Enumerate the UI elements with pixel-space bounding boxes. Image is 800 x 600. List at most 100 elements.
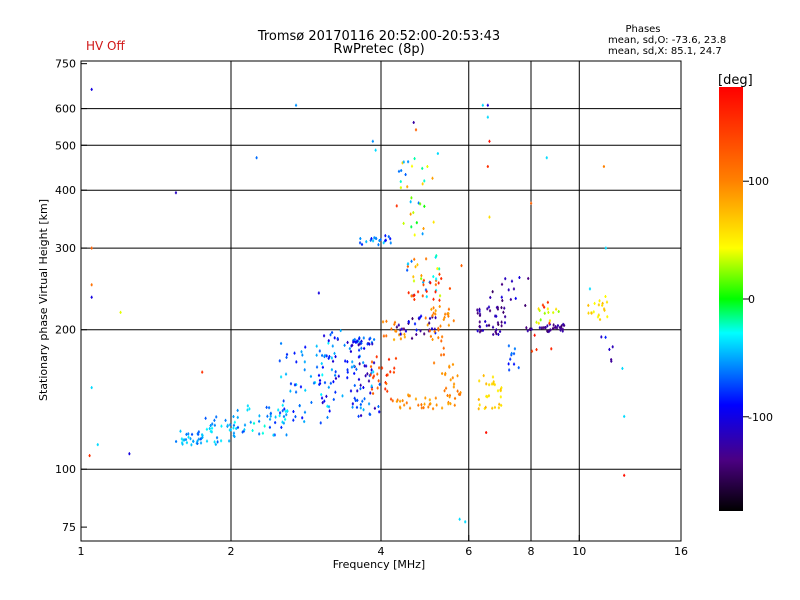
- data-point: [320, 362, 323, 366]
- data-point: [331, 359, 335, 363]
- data-point: [364, 374, 367, 378]
- chart-subtitle: RwPretec (8p): [333, 42, 424, 57]
- data-point: [507, 288, 510, 292]
- data-point: [301, 416, 304, 420]
- data-point: [478, 312, 482, 316]
- data-point: [200, 436, 203, 440]
- data-point: [447, 307, 451, 311]
- data-point: [421, 294, 424, 298]
- data-point: [596, 315, 600, 319]
- data-point: [349, 389, 353, 393]
- data-point: [395, 399, 399, 403]
- data-point: [299, 385, 303, 389]
- data-point: [550, 347, 553, 351]
- data-point: [315, 353, 318, 357]
- data-point: [280, 425, 283, 429]
- data-point: [385, 334, 388, 338]
- data-point: [406, 264, 409, 268]
- data-point: [423, 204, 426, 208]
- data-point: [333, 373, 337, 377]
- data-point: [497, 332, 500, 336]
- data-point: [354, 398, 357, 402]
- data-point: [546, 324, 549, 328]
- data-point: [362, 336, 365, 340]
- data-point: [422, 406, 425, 410]
- data-point: [546, 329, 549, 333]
- data-point: [336, 336, 339, 340]
- data-point: [447, 314, 450, 318]
- data-point: [403, 403, 406, 407]
- data-point: [476, 329, 479, 333]
- data-point: [386, 373, 389, 377]
- data-point: [438, 298, 441, 302]
- y-tick-label: 600: [55, 103, 76, 116]
- data-point: [397, 169, 401, 173]
- data-point: [496, 321, 500, 325]
- data-point: [181, 442, 184, 446]
- data-point: [255, 156, 258, 160]
- x-tick-label: 1: [78, 545, 85, 558]
- data-point: [434, 309, 437, 313]
- data-point: [258, 419, 261, 423]
- data-point: [399, 328, 402, 332]
- data-point: [281, 409, 284, 413]
- data-point: [236, 408, 239, 412]
- data-point: [487, 323, 491, 327]
- data-point: [183, 438, 186, 442]
- data-point: [500, 324, 503, 328]
- x-tick-label: 16: [674, 545, 688, 558]
- data-point: [424, 316, 427, 320]
- data-point: [321, 401, 324, 405]
- data-point: [279, 375, 283, 379]
- phases-o-stats: mean, sd,O: -73.6, 23.8: [608, 35, 726, 46]
- data-point: [441, 372, 444, 376]
- data-point: [192, 439, 195, 443]
- y-axis-ticks: 75 100 200 300 400 500 600 750: [55, 58, 87, 534]
- data-point: [360, 346, 363, 350]
- data-point: [438, 272, 441, 276]
- data-point: [229, 423, 232, 427]
- data-point: [500, 306, 503, 310]
- data-point: [351, 402, 354, 406]
- y-tick-label: 200: [55, 324, 76, 337]
- data-point: [603, 307, 606, 311]
- data-point: [425, 295, 428, 299]
- data-point: [606, 315, 609, 319]
- data-point: [556, 324, 560, 328]
- data-point: [365, 364, 368, 368]
- data-point: [374, 148, 377, 152]
- data-point: [325, 394, 328, 398]
- data-point: [605, 300, 609, 304]
- data-point: [351, 405, 354, 409]
- data-point: [512, 362, 516, 366]
- data-point: [180, 437, 183, 441]
- data-point: [320, 393, 323, 397]
- data-point: [303, 368, 306, 372]
- data-point: [432, 306, 435, 310]
- data-point: [284, 417, 287, 421]
- data-point: [236, 415, 239, 419]
- data-point: [436, 267, 439, 271]
- y-tick-label: 300: [55, 242, 76, 255]
- data-point: [457, 392, 461, 396]
- data-point: [397, 323, 400, 327]
- data-point: [190, 432, 194, 436]
- data-point: [507, 344, 510, 348]
- data-point: [360, 242, 364, 246]
- data-point: [246, 404, 249, 408]
- data-point: [434, 279, 438, 283]
- data-point: [402, 160, 405, 164]
- data-point: [285, 433, 288, 437]
- data-point: [513, 347, 517, 351]
- data-point: [235, 426, 238, 430]
- data-point: [90, 87, 93, 91]
- data-point: [495, 332, 498, 336]
- data-point: [393, 322, 396, 326]
- data-point: [398, 333, 401, 337]
- data-point: [481, 103, 484, 107]
- data-point: [326, 404, 329, 408]
- data-point: [554, 325, 557, 329]
- data-point: [486, 307, 489, 311]
- data-point: [491, 406, 494, 410]
- data-point: [500, 295, 503, 299]
